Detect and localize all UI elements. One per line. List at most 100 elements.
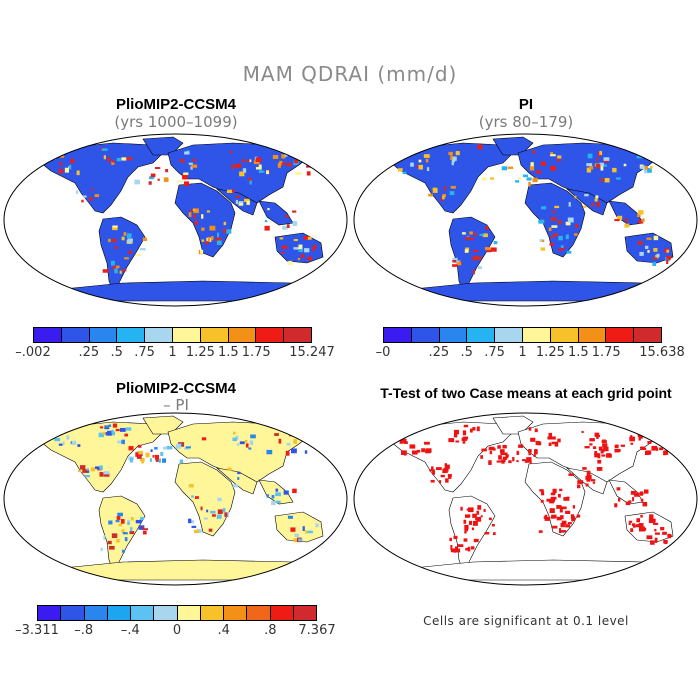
map-cell bbox=[424, 441, 430, 445]
continent-australia bbox=[624, 232, 674, 264]
map-cell bbox=[473, 249, 479, 253]
map-cell bbox=[558, 235, 563, 241]
map-cell bbox=[603, 164, 608, 167]
map-cell bbox=[664, 450, 669, 455]
map-cell bbox=[559, 488, 563, 492]
map-cell bbox=[188, 162, 193, 165]
map-cell bbox=[108, 520, 113, 525]
map-cell bbox=[640, 447, 647, 450]
map-cell bbox=[453, 433, 458, 438]
map-cell bbox=[614, 219, 620, 222]
map-cell bbox=[469, 428, 473, 433]
map-cell bbox=[589, 166, 594, 170]
map-cell bbox=[69, 164, 72, 170]
map-cell bbox=[666, 249, 670, 253]
map-cell bbox=[108, 424, 112, 427]
map-cell bbox=[548, 227, 552, 232]
map-cell bbox=[470, 237, 475, 241]
map-cell bbox=[472, 269, 475, 275]
map-cell bbox=[141, 460, 145, 464]
map-cell bbox=[450, 544, 453, 550]
map-cell bbox=[653, 248, 658, 252]
map-cell bbox=[400, 438, 407, 444]
map-cell bbox=[239, 171, 245, 177]
map-cell bbox=[639, 251, 644, 256]
map-cell bbox=[86, 469, 90, 473]
map-cell bbox=[565, 221, 571, 226]
map-cell bbox=[207, 236, 211, 242]
map-cell bbox=[425, 450, 431, 454]
map-cell bbox=[118, 523, 122, 527]
map-cell bbox=[502, 444, 507, 449]
map-cell bbox=[200, 249, 204, 254]
colorbar-swatch bbox=[84, 606, 108, 620]
map-cell bbox=[592, 481, 596, 484]
map-cell bbox=[226, 189, 233, 193]
map-cell bbox=[276, 500, 281, 504]
map-cell bbox=[557, 493, 561, 498]
map-cell bbox=[298, 249, 304, 253]
map-cell bbox=[102, 431, 106, 435]
map-cell bbox=[114, 246, 118, 249]
map-cell bbox=[453, 535, 458, 540]
map-cell bbox=[502, 452, 508, 456]
map-cell bbox=[614, 444, 619, 449]
map-cell bbox=[179, 159, 185, 162]
map-cell bbox=[262, 170, 265, 173]
map-cell bbox=[585, 475, 588, 480]
map-cell bbox=[266, 449, 273, 455]
colorbar-swatch bbox=[467, 328, 496, 342]
map-cell bbox=[553, 436, 556, 440]
colorbar-diff bbox=[37, 605, 317, 621]
map-cell bbox=[235, 199, 238, 205]
map-cell bbox=[493, 241, 498, 245]
map-cell bbox=[625, 501, 631, 506]
map-cell bbox=[121, 157, 127, 161]
map-cell bbox=[303, 235, 308, 240]
map-cell bbox=[548, 432, 553, 438]
map-cell bbox=[516, 451, 520, 455]
map-cell bbox=[154, 454, 159, 460]
map-cell bbox=[586, 470, 591, 476]
map-cell bbox=[462, 440, 466, 444]
continent-north-america bbox=[40, 421, 164, 493]
map-cell bbox=[290, 527, 296, 532]
map-cell bbox=[66, 435, 70, 440]
map-cell bbox=[454, 548, 461, 553]
map-cell bbox=[592, 446, 597, 449]
colorbar-plio bbox=[33, 327, 312, 343]
map-cell bbox=[217, 497, 222, 502]
map-cell bbox=[191, 495, 194, 498]
map-cell bbox=[560, 530, 567, 533]
map-cell bbox=[124, 537, 128, 542]
map-cell bbox=[274, 433, 279, 436]
map-cell bbox=[112, 226, 118, 231]
panel-title-ttest: T-Test of two Case means at each grid po… bbox=[380, 385, 672, 401]
map-cell bbox=[298, 244, 303, 250]
map-cell bbox=[589, 438, 595, 442]
map-cell bbox=[84, 474, 91, 478]
map-cell bbox=[529, 166, 535, 171]
map-cell bbox=[116, 265, 120, 269]
map-cell bbox=[491, 523, 495, 527]
colorbar-swatch bbox=[154, 606, 178, 620]
map-cell bbox=[628, 522, 631, 525]
map-cell bbox=[275, 492, 281, 497]
map-cell bbox=[516, 460, 519, 463]
map-cell bbox=[271, 495, 275, 499]
map-cell bbox=[596, 434, 599, 439]
map-cell bbox=[245, 443, 249, 448]
map-cell bbox=[558, 248, 563, 251]
map-cell bbox=[403, 450, 407, 456]
map-cell bbox=[440, 474, 445, 478]
map-cell bbox=[206, 210, 211, 213]
map-cell bbox=[574, 233, 578, 236]
map-cell bbox=[99, 465, 103, 470]
map-cell bbox=[565, 510, 571, 515]
map-cell bbox=[238, 201, 244, 204]
map-cell bbox=[232, 484, 239, 488]
map-cell bbox=[185, 446, 191, 449]
map-cell bbox=[450, 185, 456, 189]
map-cell bbox=[565, 524, 570, 528]
map-cell bbox=[130, 527, 133, 532]
